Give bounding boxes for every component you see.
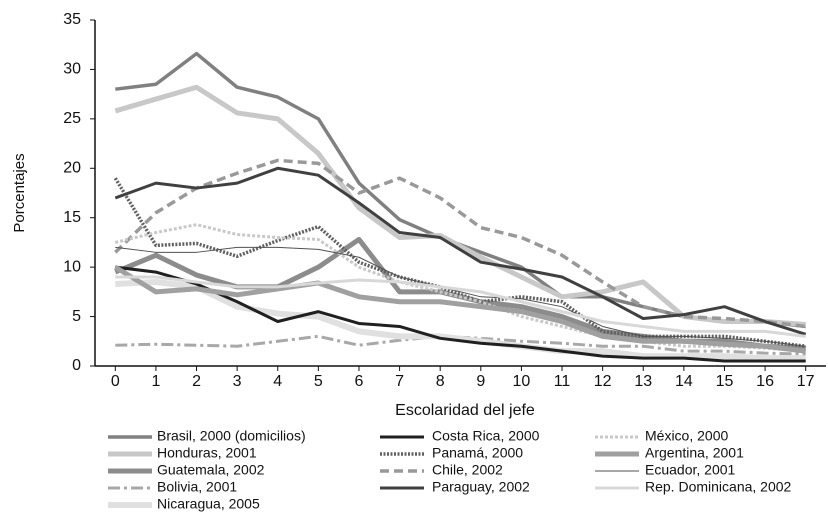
legend-label: México, 2000 [645,428,728,444]
legend-label: Argentina, 2001 [645,445,744,461]
y-tick-label: 15 [63,209,81,226]
legend-label: Guatemala, 2002 [157,462,265,478]
series-line [114,265,806,354]
legend-label: Chile, 2002 [432,462,503,478]
series-line [115,275,806,338]
x-tick-label: 3 [233,373,242,390]
legend-label: Ecuador, 2001 [645,462,736,478]
x-tick-label: 10 [513,373,531,390]
y-tick-label: 30 [63,61,81,78]
y-tick-label: 20 [63,160,81,177]
x-tick-label: 12 [594,373,612,390]
legend-label: Panamá, 2000 [432,445,523,461]
x-tick-label: 17 [797,373,815,390]
y-tick-label: 25 [63,110,81,127]
x-tick-label: 16 [756,373,774,390]
legend-label: Rep. Dominicana, 2002 [645,479,792,495]
x-tick-label: 4 [273,373,282,390]
series-line [113,177,806,348]
y-tick-label: 35 [63,11,81,28]
y-axis-label: Porcentajes [11,153,28,232]
x-tick-label: 15 [716,373,734,390]
series-line [115,278,806,362]
legend-label: Honduras, 2001 [157,445,257,461]
legend-label: Bolivia, 2001 [157,479,237,495]
legend-label: Nicaragua, 2005 [157,496,260,512]
y-tick-label: 10 [63,258,81,275]
legend-label: Paraguay, 2002 [432,479,530,495]
x-tick-label: 5 [314,373,323,390]
series-line [115,265,806,363]
y-tick-label: 5 [72,308,81,325]
x-tick-label: 1 [151,373,160,390]
x-tick-label: 11 [554,373,571,390]
x-tick-label: 8 [436,373,445,390]
y-tick-label: 0 [72,357,81,374]
x-tick-label: 7 [395,373,404,390]
x-tick-label: 6 [355,373,364,390]
series-line [114,166,807,336]
x-tick-label: 2 [192,373,201,390]
legend-label: Costa Rica, 2000 [432,428,540,444]
x-tick-label: 9 [476,373,485,390]
series-line [114,223,806,353]
x-axis-label: Escolaridad del jefe [395,402,535,419]
series-line [115,246,806,347]
x-tick-label: 13 [634,373,652,390]
legend-label: Brasil, 2000 (domicilios) [157,428,306,444]
series-line [114,158,806,329]
x-tick-label: 14 [675,373,693,390]
x-tick-label: 0 [111,373,120,390]
